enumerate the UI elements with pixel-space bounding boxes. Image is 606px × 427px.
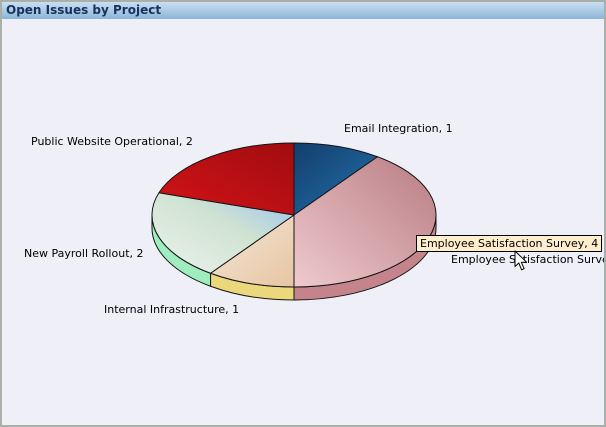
- slice-label-new-payroll-rollout: New Payroll Rollout, 2: [24, 247, 144, 260]
- mouse-cursor-icon: [514, 250, 528, 271]
- slice-label-internal-infrastructure: Internal Infrastructure, 1: [104, 303, 240, 316]
- pie-slice-internal-infrastructure[interactable]: [210, 214, 295, 288]
- slice-label-email-integration: Email Integration, 1: [344, 122, 453, 135]
- pie-chart-svg: [151, 142, 437, 301]
- pie-slice-email-integration[interactable]: [293, 142, 378, 216]
- panel-title: Open Issues by Project: [6, 3, 162, 17]
- pie-slice-public-website-operational[interactable]: [158, 142, 295, 216]
- slice-label-employee-satisfaction-survey: Employee Satisfaction Surve: [451, 253, 606, 266]
- tooltip: Employee Satisfaction Survey, 4: [416, 235, 603, 252]
- slice-label-public-website-operational: Public Website Operational, 2: [31, 135, 193, 148]
- chart-area: Email Integration, 1 Public Website Oper…: [2, 19, 604, 425]
- panel-titlebar[interactable]: Open Issues by Project: [2, 2, 604, 19]
- pie-slice-new-payroll-rollout[interactable]: [151, 192, 295, 274]
